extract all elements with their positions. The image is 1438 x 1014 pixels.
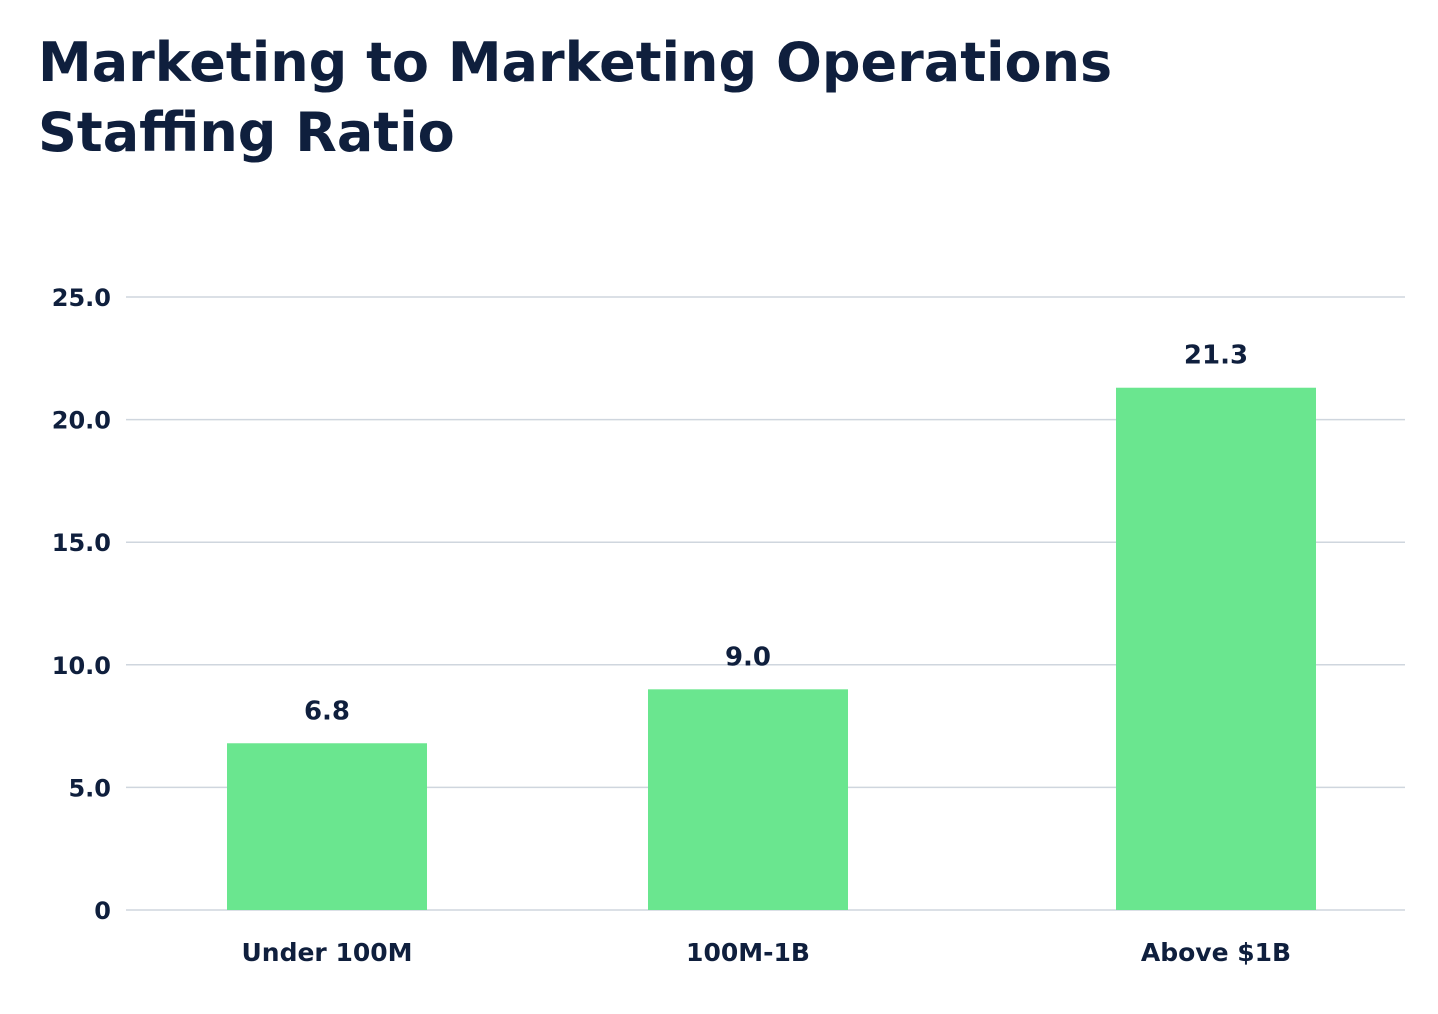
bar [648, 689, 848, 910]
bars [227, 387, 1316, 910]
data-label: 21.3 [1184, 341, 1248, 371]
chart-title: Marketing to Marketing Operations Staffi… [38, 28, 1138, 168]
category-label: 100M-1B [686, 938, 810, 967]
y-tick-label: 5.0 [68, 774, 111, 802]
data-labels: 6.8 9.0 21.3 [304, 341, 1248, 727]
y-tick-label: 20.0 [52, 407, 111, 435]
y-tick-label: 10.0 [52, 652, 111, 680]
x-axis-category-labels: Under 100M 100M-1B Above $1B [241, 938, 1291, 967]
bar [227, 743, 427, 910]
bar [1116, 387, 1316, 910]
data-label: 9.0 [725, 642, 771, 672]
y-tick-label: 0 [94, 897, 111, 925]
chart-title-line-2: Staffing Ratio [38, 101, 455, 164]
y-axis-tick-labels: 0 5.0 10.0 15.0 20.0 25.0 [52, 284, 111, 925]
y-tick-label: 15.0 [52, 529, 111, 557]
chart-title-line-1: Marketing to Marketing Operations [38, 31, 1113, 94]
y-tick-label: 25.0 [52, 284, 111, 312]
data-label: 6.8 [304, 696, 350, 726]
category-label: Under 100M [241, 938, 412, 967]
category-label: Above $1B [1141, 938, 1291, 967]
